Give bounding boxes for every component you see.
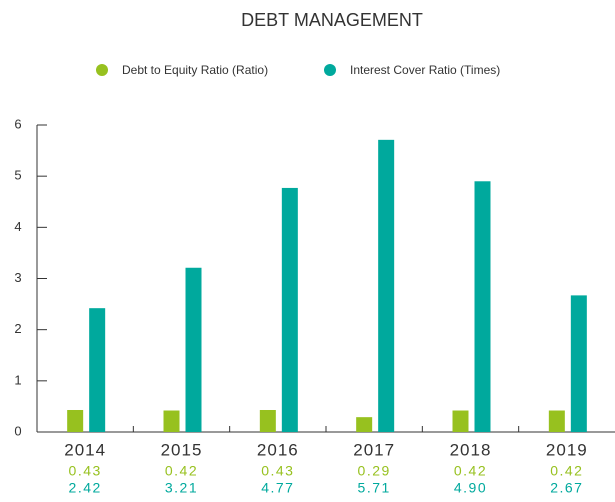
bar bbox=[570, 295, 587, 432]
y-tick-label: 1 bbox=[14, 372, 21, 387]
bar bbox=[163, 410, 180, 432]
value-label: 0.29 bbox=[358, 463, 391, 479]
value-label: 0.43 bbox=[69, 463, 102, 479]
x-tick-label: 2016 bbox=[257, 440, 299, 459]
value-label: 0.42 bbox=[165, 463, 198, 479]
x-tick-label: 2018 bbox=[450, 440, 492, 459]
bar bbox=[378, 139, 395, 433]
y-tick-label: 0 bbox=[14, 423, 21, 438]
y-tick-label: 6 bbox=[14, 116, 21, 131]
value-label: 0.43 bbox=[261, 463, 294, 479]
bar bbox=[356, 417, 373, 432]
value-label: 5.71 bbox=[358, 480, 391, 496]
value-label: 3.21 bbox=[165, 480, 198, 496]
x-tick-label: 2017 bbox=[353, 440, 395, 459]
value-label: 4.77 bbox=[261, 480, 294, 496]
legend-marker bbox=[96, 64, 108, 76]
value-label: 2.67 bbox=[550, 480, 583, 496]
legend-label: Interest Cover Ratio (Times) bbox=[350, 63, 500, 77]
bar bbox=[548, 410, 565, 432]
y-tick-label: 3 bbox=[14, 270, 21, 285]
bar bbox=[89, 308, 106, 432]
bar bbox=[452, 410, 469, 432]
chart-title: DEBT MANAGEMENT bbox=[241, 10, 423, 30]
y-tick-label: 4 bbox=[14, 219, 21, 234]
value-label: 2.42 bbox=[69, 480, 102, 496]
bar bbox=[259, 409, 276, 432]
bar bbox=[185, 267, 202, 432]
legend-marker bbox=[324, 64, 336, 76]
bar bbox=[474, 181, 491, 432]
x-tick-label: 2015 bbox=[161, 440, 203, 459]
y-tick-label: 2 bbox=[14, 321, 21, 336]
legend-label: Debt to Equity Ratio (Ratio) bbox=[122, 63, 268, 77]
value-label: 0.42 bbox=[454, 463, 487, 479]
bar bbox=[281, 187, 298, 432]
value-label: 0.42 bbox=[550, 463, 583, 479]
bar bbox=[67, 409, 84, 432]
x-tick-label: 2019 bbox=[546, 440, 588, 459]
y-tick-label: 5 bbox=[14, 168, 21, 183]
x-tick-label: 2014 bbox=[64, 440, 106, 459]
value-label: 4.90 bbox=[454, 480, 487, 496]
